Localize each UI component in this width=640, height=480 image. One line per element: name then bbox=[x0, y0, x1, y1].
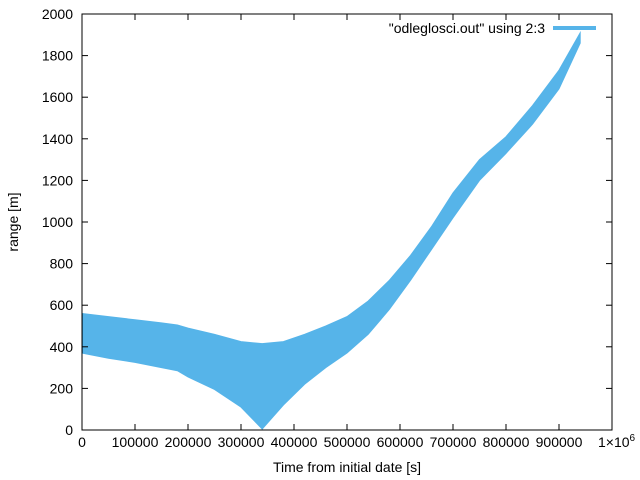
x-tick-label: 800000 bbox=[483, 434, 530, 450]
y-tick-label: 1400 bbox=[42, 131, 73, 147]
x-tick-label: 500000 bbox=[324, 434, 371, 450]
y-axis-title: range [m] bbox=[5, 192, 21, 251]
plot-area bbox=[81, 30, 581, 430]
legend-label: "odleglosci.out" using 2:3 bbox=[389, 20, 545, 36]
x-tick-label: 700000 bbox=[430, 434, 477, 450]
y-tick-label: 1000 bbox=[42, 214, 73, 230]
x-tick-label: 400000 bbox=[271, 434, 318, 450]
y-tick-label: 200 bbox=[50, 380, 74, 396]
y-tick-label: 1200 bbox=[42, 172, 73, 188]
x-tick-label: 600000 bbox=[377, 434, 424, 450]
x-tick-label: 300000 bbox=[218, 434, 265, 450]
y-tick-label: 0 bbox=[65, 422, 73, 438]
x-multiplier-base: 1×10 bbox=[598, 434, 630, 450]
x-tick-label: 900000 bbox=[536, 434, 583, 450]
y-tick-label: 400 bbox=[50, 339, 74, 355]
x-multiplier-exponent: 6 bbox=[630, 433, 636, 444]
y-tick-label: 2000 bbox=[42, 6, 73, 22]
x-tick-label: 200000 bbox=[165, 434, 212, 450]
x-tick-label: 100000 bbox=[112, 434, 159, 450]
series-band-0 bbox=[81, 30, 581, 430]
axes: 0 100000 200000 300000 400000 500000 600000 700… bbox=[42, 6, 613, 450]
y-tick-label: 1800 bbox=[42, 48, 73, 64]
x-tick-label: 0 bbox=[78, 434, 86, 450]
y-tick-label: 800 bbox=[50, 256, 74, 272]
x-axis-multiplier: 1×106 bbox=[598, 433, 636, 450]
legend: "odleglosci.out" using 2:3 bbox=[389, 20, 596, 36]
y-tick-label: 1600 bbox=[42, 89, 73, 105]
x-axis-title: Time from initial date [s] bbox=[273, 459, 421, 475]
y-tick-label: 600 bbox=[50, 297, 74, 313]
